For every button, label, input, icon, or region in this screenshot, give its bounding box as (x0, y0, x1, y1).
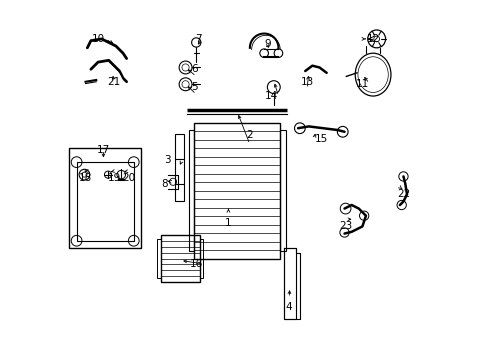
Text: 12: 12 (366, 34, 379, 44)
Text: 3: 3 (164, 156, 171, 165)
Text: 16: 16 (189, 259, 203, 269)
Text: 20: 20 (122, 173, 135, 183)
Bar (77, 162, 134, 241)
Text: 23: 23 (339, 221, 352, 231)
Bar (280, 130, 285, 251)
Text: 14: 14 (264, 91, 277, 101)
Bar (283, 248, 296, 319)
Bar (189, 130, 194, 251)
Text: 21: 21 (107, 77, 121, 87)
Text: 2: 2 (246, 130, 253, 140)
Bar (69, 148, 141, 248)
Text: 15: 15 (314, 134, 327, 144)
Text: 17: 17 (97, 145, 110, 155)
Text: 19: 19 (107, 173, 121, 183)
Text: 6: 6 (191, 64, 198, 74)
Text: 13: 13 (300, 77, 313, 87)
Text: 18: 18 (79, 173, 92, 183)
Bar (157, 239, 160, 278)
Text: 10: 10 (91, 34, 104, 44)
Text: 9: 9 (264, 39, 270, 49)
Text: 5: 5 (191, 82, 198, 92)
Text: 11: 11 (355, 78, 368, 89)
Text: 8: 8 (161, 179, 167, 189)
Bar (194, 123, 280, 258)
Text: 4: 4 (285, 302, 292, 312)
Bar (200, 239, 203, 278)
Text: 22: 22 (396, 189, 409, 199)
Text: 7: 7 (194, 34, 201, 44)
Bar (160, 235, 200, 282)
Bar (175, 134, 183, 202)
Text: 1: 1 (224, 218, 231, 228)
